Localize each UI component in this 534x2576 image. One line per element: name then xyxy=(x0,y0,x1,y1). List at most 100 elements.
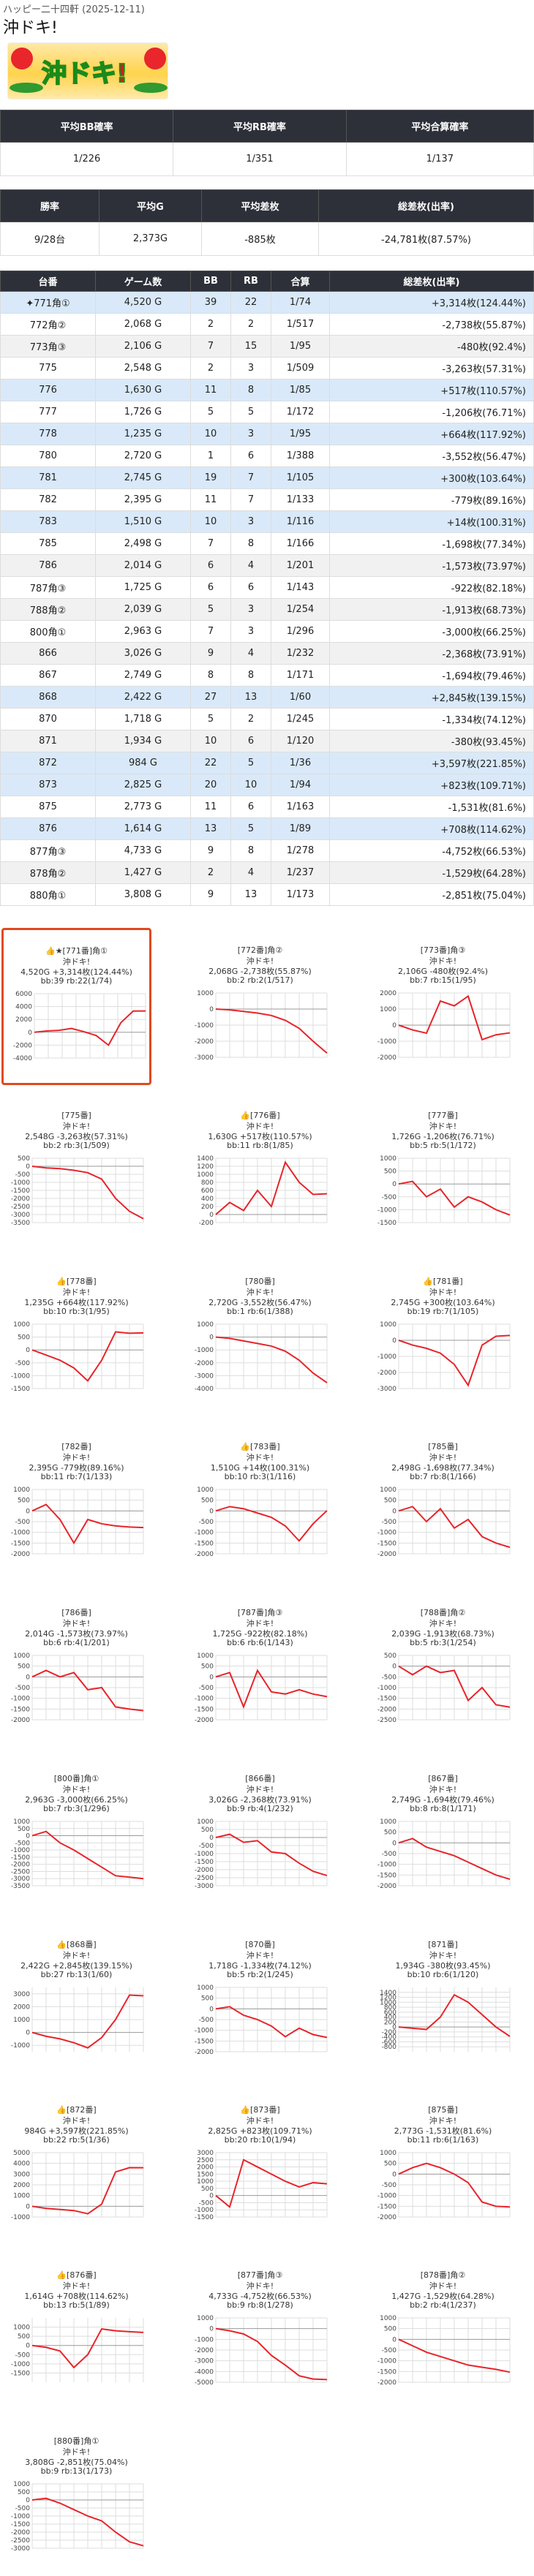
table-row[interactable]: 776 1,630 G 11 8 1/85 +517枚(110.57%) xyxy=(0,379,534,401)
table-cell-no[interactable]: 777 xyxy=(0,401,96,423)
table-cell-no[interactable]: 870 xyxy=(0,708,96,730)
machine-card[interactable]: [775番] 沖ドキ! 2,548G -3,263枚(57.31%) bb:2 rb:… xyxy=(1,1093,151,1250)
card-machine-name: 沖ドキ! xyxy=(62,1785,91,1794)
table-cell-no[interactable]: 780 xyxy=(0,445,96,467)
table-row[interactable]: 781 2,745 G 19 7 1/105 +300枚(103.64%) xyxy=(0,467,534,489)
table-row[interactable]: 871 1,934 G 10 6 1/120 -380枚(93.45%) xyxy=(0,730,534,752)
table-row[interactable]: 868 2,422 G 27 13 1/60 +2,845枚(139.15%) xyxy=(0,686,534,709)
table-row[interactable]: 782 2,395 G 11 7 1/133 -779枚(89.16%) xyxy=(0,488,534,511)
table-cell-no[interactable]: 871 xyxy=(0,730,96,752)
table-row[interactable]: 800角① 2,963 G 7 3 1/296 -3,000枚(66.25%) xyxy=(0,620,534,643)
table-cell-no[interactable]: 873 xyxy=(0,774,96,796)
y-tick-label: 0 xyxy=(26,1674,30,1681)
table-row[interactable]: 876 1,614 G 13 5 1/89 +708枚(114.62%) xyxy=(0,817,534,840)
column-header[interactable]: 合算 xyxy=(271,271,330,292)
table-cell-bb: 39 xyxy=(190,291,231,314)
column-header[interactable]: 台番 xyxy=(0,271,96,292)
table-row[interactable]: 777 1,726 G 5 5 1/172 -1,206枚(76.71%) xyxy=(0,401,534,423)
table-cell-no[interactable]: 877角③ xyxy=(0,839,96,862)
table-row[interactable]: 872 984 G 22 5 1/36 +3,597枚(221.85%) xyxy=(0,752,534,774)
table-cell-no[interactable]: 782 xyxy=(0,488,96,511)
machine-card[interactable]: 👍★[771番]角① 沖ドキ! 4,520G +3,314枚(124.44%) bb:… xyxy=(1,928,151,1085)
machine-card[interactable]: [877番]角③ 沖ドキ! 4,733G -4,752枚(66.53%) bb:9 r… xyxy=(185,2253,335,2410)
machine-card[interactable]: [867番] 沖ドキ! 2,749G -1,694枚(79.46%) bb:8 rb:… xyxy=(368,1756,518,1914)
table-row[interactable]: 873 2,825 G 20 10 1/94 +823枚(109.71%) xyxy=(0,774,534,796)
y-tick-label: 1000 xyxy=(197,2178,214,2186)
machine-card[interactable]: 👍[781番] 沖ドキ! 2,745G +300枚(103.64%) bb:19 rb… xyxy=(368,1259,518,1416)
table-cell-no[interactable]: 800角① xyxy=(0,620,96,643)
machine-card[interactable]: [787番]角③ 沖ドキ! 1,725G -922枚(82.18%) bb:6 rb:… xyxy=(185,1590,335,1748)
table-cell-no[interactable]: 772角② xyxy=(0,313,96,336)
table-row[interactable]: 773角③ 2,106 G 7 15 1/95 -480枚(92.4%) xyxy=(0,335,534,358)
machine-card[interactable]: [772番]角② 沖ドキ! 2,068G -2,738枚(55.87%) bb:2 r… xyxy=(185,928,335,1085)
machine-card[interactable]: [777番] 沖ドキ! 1,726G -1,206枚(76.71%) bb:5 rb:… xyxy=(368,1093,518,1250)
table-row[interactable]: 867 2,749 G 8 8 1/171 -1,694枚(79.46%) xyxy=(0,664,534,687)
table-row[interactable]: 866 3,026 G 9 4 1/232 -2,368枚(73.91%) xyxy=(0,642,534,665)
table-row[interactable]: 772角② 2,068 G 2 2 1/517 -2,738枚(55.87%) xyxy=(0,313,534,336)
table-row[interactable]: 786 2,014 G 6 4 1/201 -1,573枚(73.97%) xyxy=(0,554,534,577)
table-cell-no[interactable]: 775 xyxy=(0,357,96,379)
table-row[interactable]: 870 1,718 G 5 2 1/245 -1,334枚(74.12%) xyxy=(0,708,534,730)
table-row[interactable]: 878角② 1,427 G 2 4 1/237 -1,529枚(64.28%) xyxy=(0,861,534,884)
table-cell-no[interactable]: 876 xyxy=(0,817,96,840)
table-row[interactable]: 785 2,498 G 7 8 1/166 -1,698枚(77.34%) xyxy=(0,532,534,555)
column-header[interactable]: ゲーム数 xyxy=(95,271,191,292)
table-row[interactable]: 780 2,720 G 1 6 1/388 -3,552枚(56.47%) xyxy=(0,445,534,467)
table-cell-no[interactable]: 866 xyxy=(0,642,96,665)
table-cell-no[interactable]: 773角③ xyxy=(0,335,96,358)
y-tick-label: 500 xyxy=(384,2326,396,2333)
thumbs-up-icon: 👍 xyxy=(56,2105,67,2115)
machine-card[interactable]: 👍[783番] 沖ドキ! 1,510G +14枚(100.31%) bb:10 rb:… xyxy=(185,1424,335,1582)
y-tick-label: -1500 xyxy=(11,2370,30,2377)
column-header[interactable]: 総差枚(出率) xyxy=(329,271,534,292)
table-row[interactable]: 783 1,510 G 10 3 1/116 +14枚(100.31%) xyxy=(0,510,534,533)
table-cell-no[interactable]: 783 xyxy=(0,510,96,533)
machine-card[interactable]: [880番]角① 沖ドキ! 3,808G -2,851枚(75.04%) bb:9 r… xyxy=(1,2419,151,2576)
machine-card[interactable]: 👍[776番] 沖ドキ! 1,630G +517枚(110.57%) bb:11 rb… xyxy=(185,1093,335,1250)
machine-card[interactable]: 👍[873番] 沖ドキ! 2,825G +823枚(109.71%) bb:20 rb… xyxy=(185,2088,335,2245)
table-cell-no[interactable]: 868 xyxy=(0,686,96,709)
machine-card[interactable]: [773番]角③ 沖ドキ! 2,106G -480枚(92.4%) bb:7 rb:1… xyxy=(368,928,518,1085)
table-cell-no[interactable]: 867 xyxy=(0,664,96,687)
machine-card[interactable]: [782番] 沖ドキ! 2,395G -779枚(89.16%) bb:11 rb:7… xyxy=(1,1424,151,1582)
machine-card[interactable]: 👍[872番] 沖ドキ! 984G +3,597枚(221.85%) bb:22 rb… xyxy=(1,2088,151,2245)
table-cell-no[interactable]: 776 xyxy=(0,379,96,401)
table-row[interactable]: 877角③ 4,733 G 9 8 1/278 -4,752枚(66.53%) xyxy=(0,839,534,862)
machine-card[interactable]: [788番]角② 沖ドキ! 2,039G -1,913枚(68.73%) bb:5 r… xyxy=(368,1590,518,1748)
table-cell-no[interactable]: 786 xyxy=(0,554,96,577)
machine-card[interactable]: 👍[778番] 沖ドキ! 1,235G +664枚(117.92%) bb:10 rb… xyxy=(1,1259,151,1416)
table-cell-no[interactable]: 785 xyxy=(0,532,96,555)
column-header[interactable]: RB xyxy=(230,271,271,292)
machine-card[interactable]: 👍[876番] 沖ドキ! 1,614G +708枚(114.62%) bb:13 rb… xyxy=(1,2253,151,2410)
table-row[interactable]: 787角③ 1,725 G 6 6 1/143 -922枚(82.18%) xyxy=(0,576,534,599)
machine-card[interactable]: [875番] 沖ドキ! 2,773G -1,531枚(81.6%) bb:11 rb:… xyxy=(368,2088,518,2245)
table-row[interactable]: ✦771角① 4,520 G 39 22 1/74 +3,314枚(124.44%) xyxy=(0,291,534,314)
table-row[interactable]: 788角② 2,039 G 5 3 1/254 -1,913枚(68.73%) xyxy=(0,598,534,621)
table-row[interactable]: 880角① 3,808 G 9 13 1/173 -2,851枚(75.04%) xyxy=(0,883,534,906)
machine-card[interactable]: [866番] 沖ドキ! 3,026G -2,368枚(73.91%) bb:9 rb:… xyxy=(185,1756,335,1914)
machine-card[interactable]: [786番] 沖ドキ! 2,014G -1,573枚(73.97%) bb:6 rb:… xyxy=(1,1590,151,1748)
table-row[interactable]: 778 1,235 G 10 3 1/95 +664枚(117.92%) xyxy=(0,423,534,445)
machine-card[interactable]: [780番] 沖ドキ! 2,720G -3,552枚(56.47%) bb:1 rb:… xyxy=(185,1259,335,1416)
table-cell-no[interactable]: 788角② xyxy=(0,598,96,621)
table-cell-no[interactable]: 778 xyxy=(0,423,96,445)
hibiscus-icon xyxy=(144,48,166,69)
table-row[interactable]: 775 2,548 G 2 3 1/509 -3,263枚(57.31%) xyxy=(0,357,534,379)
machine-card[interactable]: [800番]角① 沖ドキ! 2,963G -3,000枚(66.25%) bb:7 r… xyxy=(1,1756,151,1914)
y-tick-label: 0 xyxy=(26,1347,30,1354)
table-cell-no[interactable]: 781 xyxy=(0,467,96,489)
table-cell-no[interactable]: 880角① xyxy=(0,883,96,906)
table-cell-no[interactable]: 872 xyxy=(0,752,96,774)
table-cell-no[interactable]: ✦771角① xyxy=(0,291,96,314)
table-cell-no[interactable]: 787角③ xyxy=(0,576,96,599)
table-cell-p: 1/166 xyxy=(271,532,330,555)
machine-card[interactable]: [870番] 沖ドキ! 1,718G -1,334枚(74.12%) bb:5 rb:… xyxy=(185,1922,335,2080)
table-cell-no[interactable]: 878角② xyxy=(0,861,96,884)
table-row[interactable]: 875 2,773 G 11 6 1/163 -1,531枚(81.6%) xyxy=(0,796,534,818)
column-header[interactable]: BB xyxy=(190,271,231,292)
machine-card[interactable]: 👍[868番] 沖ドキ! 2,422G +2,845枚(139.15%) bb:27 … xyxy=(1,1922,151,2080)
table-cell-no[interactable]: 875 xyxy=(0,796,96,818)
machine-card[interactable]: [878番]角② 沖ドキ! 1,427G -1,529枚(64.28%) bb:2 r… xyxy=(368,2253,518,2410)
machine-card[interactable]: [871番] 沖ドキ! 1,934G -380枚(93.45%) bb:10 rb:6… xyxy=(368,1922,518,2080)
machine-card[interactable]: [785番] 沖ドキ! 2,498G -1,698枚(77.34%) bb:7 rb:… xyxy=(368,1424,518,1582)
